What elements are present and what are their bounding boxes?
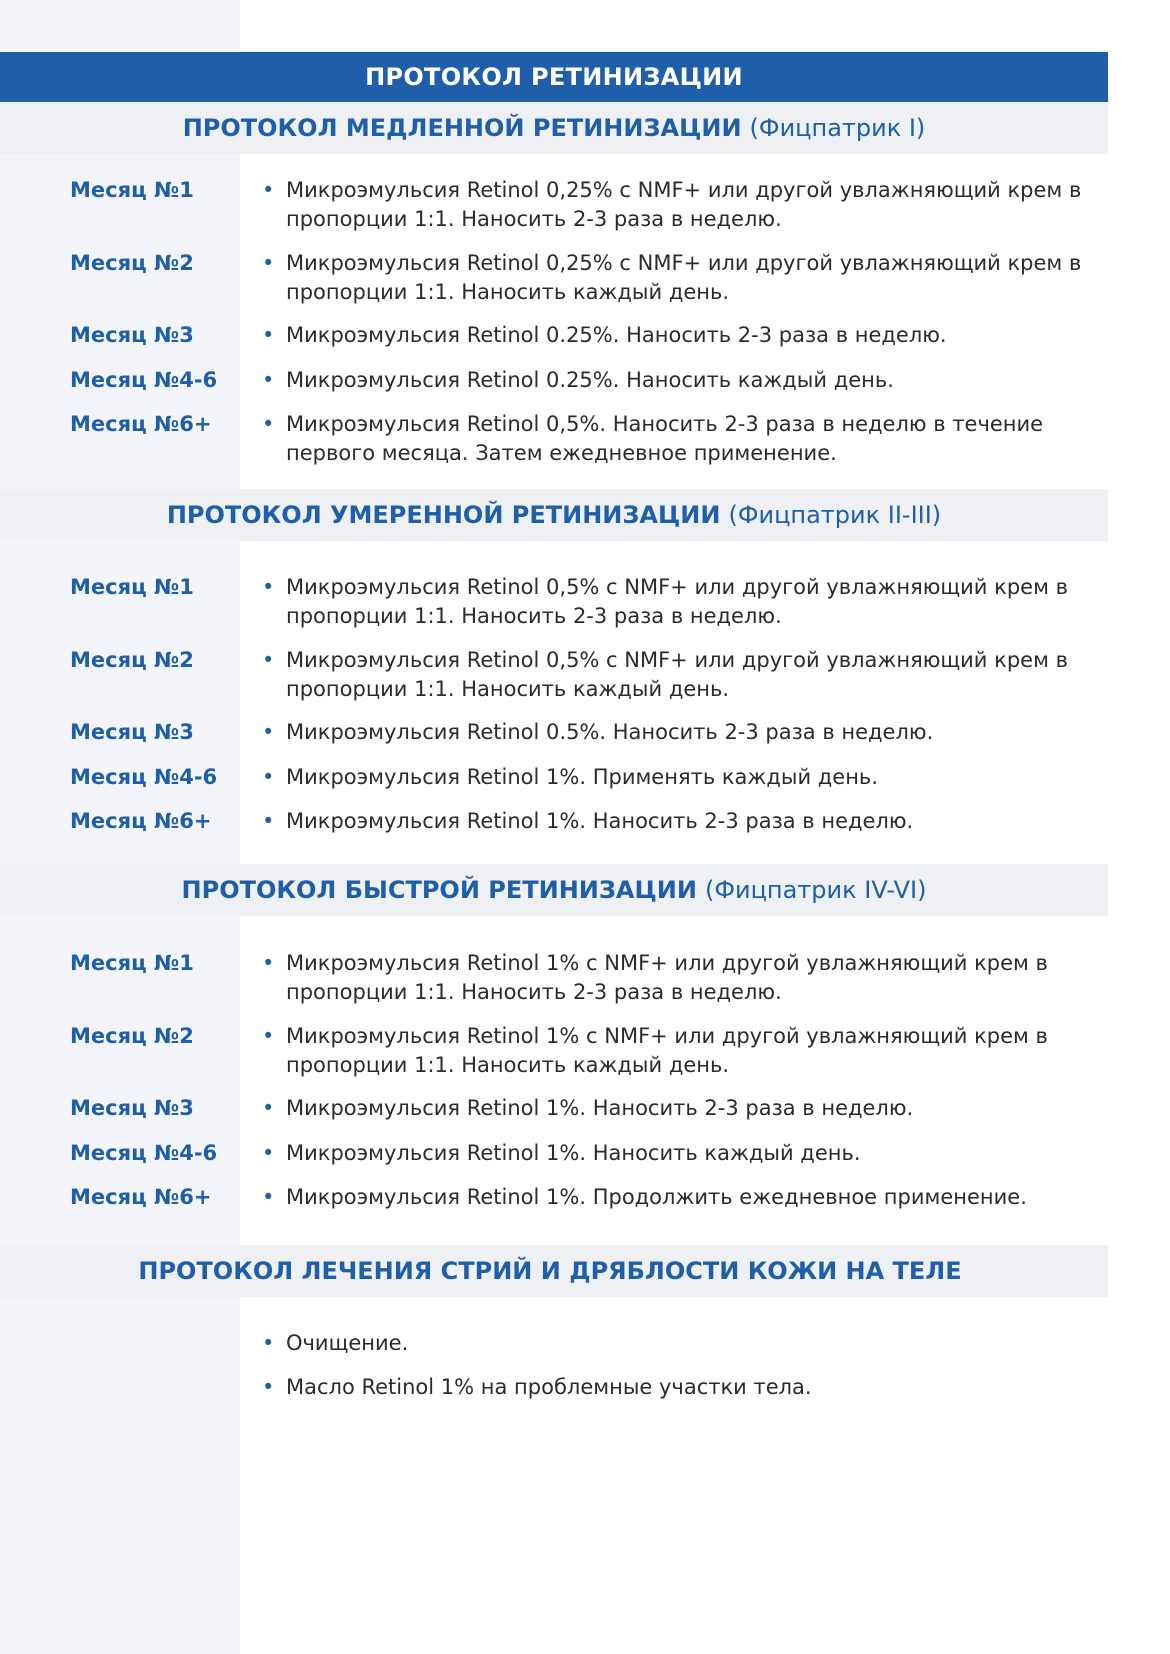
item-text: Микроэмульсия Retinol 0.25%. Наносить 2-… <box>286 323 947 347</box>
section-title: ПРОТОКОЛ УМЕРЕННОЙ РЕТИНИЗАЦИИ <box>166 501 721 529</box>
bullet-icon: • <box>262 1185 275 1209</box>
bullet-icon: • <box>262 765 275 789</box>
item-text: Микроэмульсия Retinol 0,25% с NMF+ или д… <box>286 251 1082 304</box>
item-text: Микроэмульсия Retinol 0,5%. Наносить 2-3… <box>286 412 1044 465</box>
item-text: Микроэмульсия Retinol 1%. Применять кажд… <box>286 765 878 789</box>
month-label: Месяц №1 <box>70 951 194 975</box>
bullet-icon: • <box>262 323 275 347</box>
bullet-icon: • <box>262 951 275 975</box>
item-text: Микроэмульсия Retinol 0,5% с NMF+ или др… <box>286 575 1068 628</box>
list-item: • Микроэмульсия Retinol 0,5% с NMF+ или д… <box>262 646 1106 704</box>
item-text: Микроэмульсия Retinol 0.5%. Наносить 2-3… <box>286 720 934 744</box>
month-label: Месяц №3 <box>70 1096 194 1120</box>
month-label: Месяц №3 <box>70 720 194 744</box>
bullet-icon: • <box>262 178 275 202</box>
section-title: ПРОТОКОЛ МЕДЛЕННОЙ РЕТИНИЗАЦИИ <box>182 114 742 142</box>
list-item: • Микроэмульсия Retinol 1% с NMF+ или дру… <box>262 949 1106 1007</box>
month-label: Месяц №2 <box>70 1024 194 1048</box>
bullet-icon: • <box>262 1331 275 1355</box>
list-item: • Очищение. <box>262 1329 1106 1358</box>
month-label: Месяц №3 <box>70 323 194 347</box>
bullet-icon: • <box>262 575 275 599</box>
list-item: • Микроэмульсия Retinol 1%. Наносить 2-3 … <box>262 1094 1106 1123</box>
item-text: Микроэмульсия Retinol 1%. Наносить 2-3 р… <box>286 1096 914 1120</box>
month-label: Месяц №4-6 <box>70 765 218 789</box>
list-item: • Микроэмульсия Retinol 0,5%. Наносить 2-… <box>262 410 1106 468</box>
left-column-background <box>0 0 240 1654</box>
item-text: Микроэмульсия Retinol 1%. Наносить 2-3 р… <box>286 809 914 833</box>
month-label: Месяц №2 <box>70 251 194 275</box>
list-item: • Микроэмульсия Retinol 0,25% с NMF+ или … <box>262 249 1106 307</box>
list-item: • Микроэмульсия Retinol 1% с NMF+ или дру… <box>262 1022 1106 1080</box>
list-item: • Микроэмульсия Retinol 1%. Продолжить еж… <box>262 1183 1106 1212</box>
section-subtitle: (Фицпатрик I) <box>749 114 926 142</box>
item-text: Микроэмульсия Retinol 0,25% с NMF+ или д… <box>286 178 1082 231</box>
bullet-icon: • <box>262 1141 275 1165</box>
item-text: Микроэмульсия Retinol 1% с NMF+ или друг… <box>286 951 1048 1004</box>
section-subtitle: (Фицпатрик IV-VI) <box>704 876 927 904</box>
bullet-icon: • <box>262 1096 275 1120</box>
month-label: Месяц №1 <box>70 178 194 202</box>
list-item: • Микроэмульсия Retinol 0.25%. Наносить 2… <box>262 321 1106 350</box>
month-label: Месяц №4-6 <box>70 368 218 392</box>
bullet-icon: • <box>262 809 275 833</box>
list-item: • Микроэмульсия Retinol 1%. Применять каж… <box>262 763 1106 792</box>
item-text: Микроэмульсия Retinol 1%. Продолжить еже… <box>286 1185 1027 1209</box>
section-title: ПРОТОКОЛ ЛЕЧЕНИЯ СТРИЙ И ДРЯБЛОСТИ КОЖИ … <box>138 1257 962 1285</box>
list-item: • Микроэмульсия Retinol 0,5% с NMF+ или д… <box>262 573 1106 631</box>
section-header: ПРОТОКОЛ МЕДЛЕННОЙ РЕТИНИЗАЦИИ (Фицпатрик… <box>0 102 1108 154</box>
item-text: Микроэмульсия Retinol 1% с NMF+ или друг… <box>286 1024 1048 1077</box>
item-text: Микроэмульсия Retinol 0.25%. Наносить ка… <box>286 368 894 392</box>
bullet-icon: • <box>262 648 275 672</box>
month-label: Месяц №6+ <box>70 809 212 833</box>
list-item: • Микроэмульсия Retinol 1%. Наносить 2-3 … <box>262 807 1106 836</box>
item-text: Микроэмульсия Retinol 1%. Наносить кажды… <box>286 1141 861 1165</box>
bullet-icon: • <box>262 251 275 275</box>
bullet-icon: • <box>262 720 275 744</box>
section-header: ПРОТОКОЛ УМЕРЕННОЙ РЕТИНИЗАЦИИ (Фицпатрик… <box>0 489 1108 541</box>
month-label: Месяц №6+ <box>70 1185 212 1209</box>
list-item: • Микроэмульсия Retinol 0,25% с NMF+ или … <box>262 176 1106 234</box>
list-item: • Микроэмульсия Retinol 1%. Наносить кажд… <box>262 1139 1106 1168</box>
section-header: ПРОТОКОЛ БЫСТРОЙ РЕТИНИЗАЦИИ (Фицпатрик I… <box>0 864 1108 916</box>
month-label: Месяц №4-6 <box>70 1141 218 1165</box>
month-label: Месяц №2 <box>70 648 194 672</box>
item-text: Микроэмульсия Retinol 0,5% с NMF+ или др… <box>286 648 1068 701</box>
list-item: • Микроэмульсия Retinol 0.5%. Наносить 2-… <box>262 718 1106 747</box>
list-item: • Масло Retinol 1% на проблемные участки … <box>262 1373 1106 1402</box>
list-item: • Микроэмульсия Retinol 0.25%. Наносить к… <box>262 366 1106 395</box>
page-title: ПРОТОКОЛ РЕТИНИЗАЦИИ <box>0 52 1108 102</box>
bullet-icon: • <box>262 412 275 436</box>
item-text: Очищение. <box>286 1331 409 1355</box>
bullet-icon: • <box>262 1375 275 1399</box>
month-label: Месяц №1 <box>70 575 194 599</box>
month-label: Месяц №6+ <box>70 412 212 436</box>
section-title: ПРОТОКОЛ БЫСТРОЙ РЕТИНИЗАЦИИ <box>181 876 697 904</box>
section-subtitle: (Фицпатрик II-III) <box>728 501 942 529</box>
item-text: Масло Retinol 1% на проблемные участки т… <box>286 1375 812 1399</box>
bullet-icon: • <box>262 368 275 392</box>
bullet-icon: • <box>262 1024 275 1048</box>
section-header: ПРОТОКОЛ ЛЕЧЕНИЯ СТРИЙ И ДРЯБЛОСТИ КОЖИ … <box>0 1245 1108 1297</box>
